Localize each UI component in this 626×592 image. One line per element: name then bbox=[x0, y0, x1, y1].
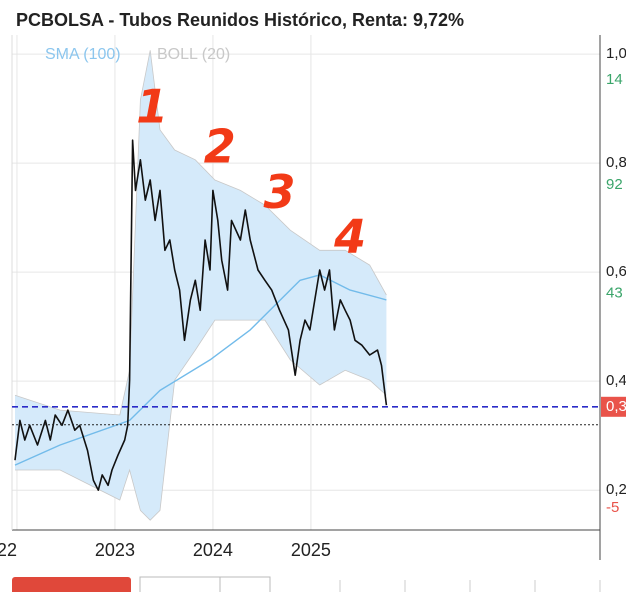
right-label: 92 bbox=[606, 176, 623, 193]
boll-band bbox=[15, 50, 387, 521]
right-label: 43 bbox=[606, 284, 623, 301]
x-tick-label: 022 bbox=[0, 540, 17, 560]
y-tick-label: 0,2 bbox=[606, 481, 626, 498]
y-tick-label: 0,8 bbox=[606, 154, 626, 171]
right-label: -5 bbox=[606, 499, 619, 516]
legend-entry: SMA (100) bbox=[45, 46, 121, 63]
x-tick-label: 2025 bbox=[291, 540, 331, 560]
chart-title: PCBOLSA - Tubos Reunidos Histórico, Rent… bbox=[16, 10, 464, 30]
button[interactable] bbox=[219, 576, 271, 592]
price-label: 0,3 bbox=[606, 398, 626, 415]
boll-upper bbox=[14, 50, 387, 416]
boll-lower bbox=[15, 319, 387, 521]
y-tick-label: 0,4 bbox=[606, 372, 626, 389]
button[interactable] bbox=[12, 577, 131, 592]
handwritten-annotation: 3 bbox=[264, 165, 296, 219]
x-tick-label: 2023 bbox=[95, 540, 135, 560]
button[interactable] bbox=[139, 576, 221, 592]
toolbar bbox=[12, 576, 601, 592]
y-tick-label: 1,0 bbox=[606, 45, 626, 62]
handwritten-annotation: 2 bbox=[204, 120, 236, 174]
price-label-box bbox=[601, 396, 626, 417]
y-tick-label: 0,6 bbox=[606, 263, 626, 280]
price-line bbox=[14, 139, 388, 492]
plot-area bbox=[14, 50, 388, 521]
sma-line bbox=[14, 274, 387, 466]
legend-entry: BOLL (20) bbox=[157, 46, 230, 63]
handwritten-annotation: 1 bbox=[136, 80, 168, 134]
x-tick-label: 2024 bbox=[193, 540, 233, 560]
right-label: 14 bbox=[606, 71, 623, 88]
handwritten-annotation: 4 bbox=[333, 209, 366, 263]
axes bbox=[11, 35, 601, 560]
